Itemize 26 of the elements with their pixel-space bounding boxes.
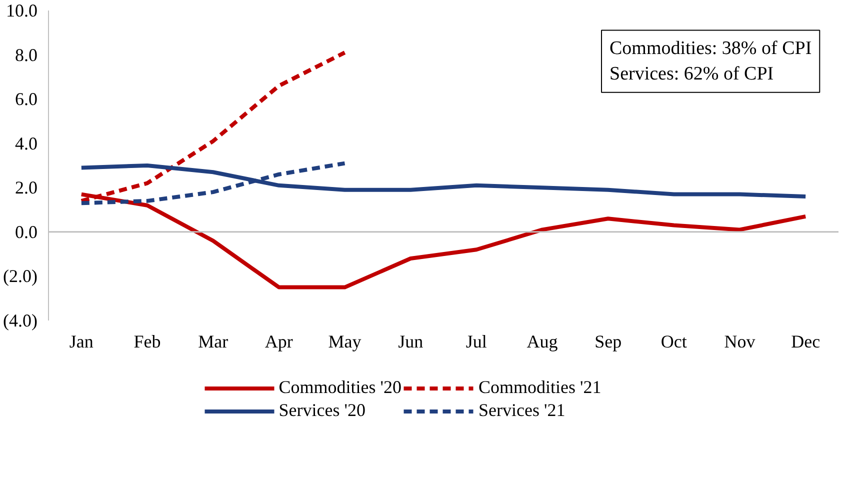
x-tick-label: Jun [398,332,424,352]
x-tick-label: Jan [69,332,94,352]
x-tick-label: Sep [594,332,622,352]
y-tick-label: 4.0 [15,133,38,154]
x-tick-label: Dec [791,332,820,352]
annotation: Services: 62% of CPI [610,63,774,84]
x-tick-label: Apr [264,332,293,352]
y-tick-label: 10.0 [6,0,38,20]
x-tick-label: Oct [660,332,687,352]
y-tick-label: 2.0 [15,178,38,198]
x-tick-label: Jul [466,332,487,352]
y-tick-label: (2.0) [3,266,38,286]
x-tick-label: Nov [724,332,756,352]
y-tick-label: 0.0 [15,222,38,242]
x-tick-label: Aug [526,332,558,352]
annotation: Commodities: 38% of CPI [610,38,812,60]
legend-label: Commodities '21 [478,377,602,398]
x-tick-label: May [328,332,362,352]
legend-label: Commodities '20 [278,377,402,398]
y-tick-label: 6.0 [15,89,38,110]
legend-label: Services '20 [278,400,366,421]
legend-label: Services '21 [478,400,566,421]
y-tick-label: (4.0) [3,310,38,330]
x-tick-label: Mar [198,332,228,352]
y-tick-label: 8.0 [15,44,38,65]
x-tick-label: Feb [134,332,161,352]
